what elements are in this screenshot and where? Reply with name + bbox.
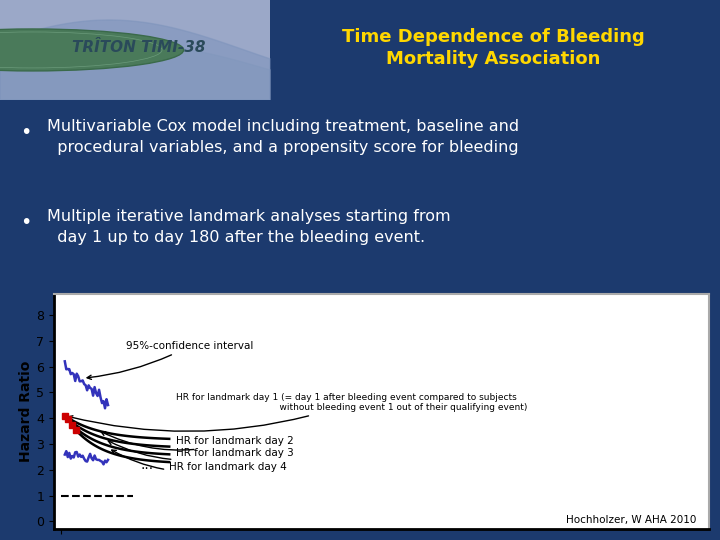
Polygon shape bbox=[0, 20, 270, 100]
Text: •: • bbox=[20, 213, 32, 232]
FancyBboxPatch shape bbox=[0, 0, 270, 100]
Text: HR for landmark day 4: HR for landmark day 4 bbox=[112, 450, 287, 472]
Y-axis label: Hazard Ratio: Hazard Ratio bbox=[19, 361, 34, 462]
Text: Hochholzer, W AHA 2010: Hochholzer, W AHA 2010 bbox=[566, 515, 696, 524]
Text: Multivariable Cox model including treatment, baseline and
  procedural variables: Multivariable Cox model including treatm… bbox=[47, 119, 519, 156]
Polygon shape bbox=[0, 45, 270, 100]
Text: •: • bbox=[20, 123, 32, 142]
Text: HR for landmark day 3: HR for landmark day 3 bbox=[108, 441, 294, 460]
Text: 95%-confidence interval: 95%-confidence interval bbox=[87, 341, 253, 380]
Text: ...: ... bbox=[140, 458, 153, 471]
Text: Multiple iterative landmark analyses starting from
  day 1 up to day 180 after t: Multiple iterative landmark analyses sta… bbox=[47, 209, 451, 245]
Text: TRÎTON TIMI-38: TRÎTON TIMI-38 bbox=[72, 40, 205, 56]
Text: HR for landmark day 1 (= day 1 after bleeding event compared to subjects
       : HR for landmark day 1 (= day 1 after ble… bbox=[69, 393, 528, 431]
Circle shape bbox=[0, 29, 184, 71]
Text: HR for landmark day 2: HR for landmark day 2 bbox=[101, 431, 294, 450]
Text: Time Dependence of Bleeding
Mortality Association: Time Dependence of Bleeding Mortality As… bbox=[342, 28, 644, 68]
